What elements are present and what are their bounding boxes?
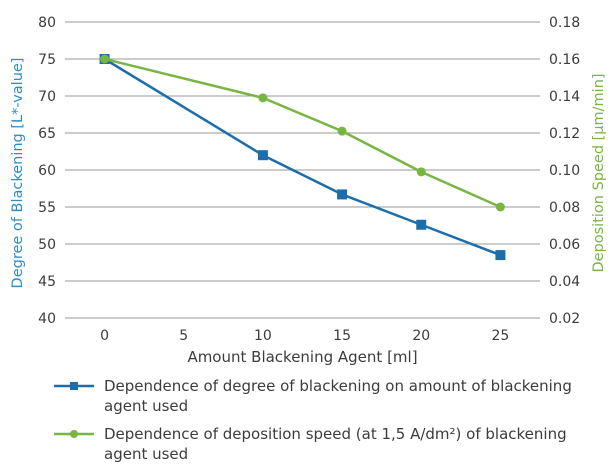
y-right-tick-label: 0.18 — [549, 15, 580, 31]
x-tick-label: 0 — [100, 328, 109, 344]
x-tick-label: 25 — [492, 328, 510, 344]
y-right-tick-label: 0.08 — [549, 200, 580, 216]
y-left-axis-title: Degree of Blackening [L*-value] — [10, 58, 26, 289]
data-point-circle — [100, 54, 110, 64]
x-tick-label: 10 — [254, 328, 272, 344]
y-left-tick-label: 70 — [38, 89, 56, 105]
data-point-square — [257, 150, 268, 161]
y-left-tick-label: 60 — [38, 163, 56, 179]
y-left-tick-label: 50 — [38, 237, 56, 253]
data-point-square — [416, 219, 427, 230]
legend-label-deposition: Dependence of deposition speed (at 1,5 A… — [104, 425, 567, 463]
x-tick-label: 20 — [412, 328, 430, 344]
y-right-tick-label: 0.16 — [549, 52, 580, 68]
series-line-1 — [103, 57, 501, 257]
data-point-circle — [258, 93, 268, 103]
data-point-square — [337, 189, 348, 200]
y-left-tick-label: 80 — [38, 15, 56, 31]
x-axis-title: Amount Blackening Agent [ml] — [187, 348, 417, 366]
y-left-tick-label: 40 — [38, 311, 56, 327]
y-left-tick-label: 65 — [38, 126, 56, 142]
y-right-axis-title: Deposition Speed [µm/min] — [591, 73, 607, 272]
y-left-tick-label: 75 — [38, 52, 56, 68]
y-right-tick-label: 0.14 — [549, 89, 580, 105]
chart-legend: Dependence of degree of blackening on am… — [54, 376, 604, 472]
legend-item-blackening: Dependence of degree of blackening on am… — [54, 376, 604, 416]
y-right-tick-label: 0.02 — [549, 311, 580, 327]
data-point-circle — [495, 202, 505, 212]
y-right-tick-label: 0.10 — [549, 163, 580, 179]
y-left-tick-label: 45 — [38, 274, 56, 290]
y-right-tick-label: 0.12 — [549, 126, 580, 142]
y-right-tick-label: 0.06 — [549, 237, 580, 253]
data-point-circle — [416, 167, 426, 177]
legend-label-blackening: Dependence of degree of blackening on am… — [104, 377, 572, 415]
legend-item-deposition: Dependence of deposition speed (at 1,5 A… — [54, 424, 604, 464]
x-tick-label: 15 — [333, 328, 351, 344]
y-right-tick-label: 0.04 — [549, 274, 580, 290]
legend-swatch-blackening — [54, 382, 94, 390]
y-left-tick-label: 55 — [38, 200, 56, 216]
legend-swatch-deposition — [54, 430, 94, 438]
x-tick-label: 5 — [179, 328, 188, 344]
data-point-square — [495, 250, 506, 261]
data-point-circle — [337, 126, 347, 136]
